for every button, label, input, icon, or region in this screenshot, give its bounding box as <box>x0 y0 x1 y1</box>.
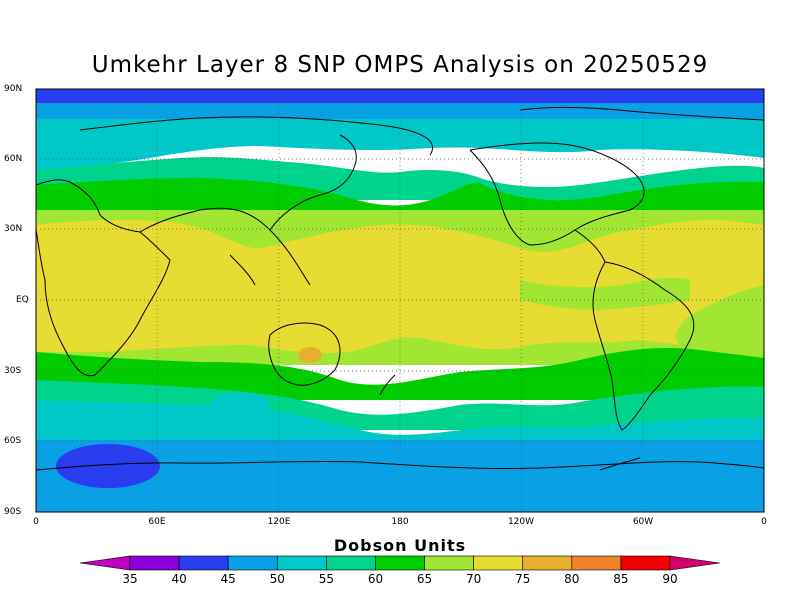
colorbar-tick-label: 70 <box>465 572 482 586</box>
lat-label-90n: 90N <box>4 84 23 94</box>
map-frame <box>35 88 765 513</box>
colorbar-tick-label: 35 <box>122 572 138 586</box>
lon-label-60w: 60W <box>632 517 654 527</box>
lat-label-eq: EQ <box>16 295 29 305</box>
colorbar-swatch <box>178 555 229 571</box>
colorbar-tick-label: 80 <box>564 572 580 586</box>
colorbar-tick-label: 85 <box>613 572 629 586</box>
colorbar-swatch <box>129 555 180 571</box>
lat-label-60s: 60S <box>4 436 22 446</box>
colorbar-swatch <box>326 555 376 571</box>
lon-label-120e: 120E <box>267 517 291 527</box>
colorbar-arrow-high <box>669 555 721 571</box>
colorbar-swatch <box>424 555 474 571</box>
colorbar-tick-label: 75 <box>515 572 531 586</box>
lon-label-0-east: 0 <box>761 517 767 527</box>
colorbar-swatch <box>375 555 425 571</box>
colorbar-tick-label: 40 <box>171 572 187 586</box>
coastlines <box>36 106 764 471</box>
colorbar-title: Dobson Units <box>333 536 467 555</box>
lat-label-30n: 30N <box>4 224 23 234</box>
lon-label-180: 180 <box>391 517 409 527</box>
colorbar-swatch <box>620 555 671 571</box>
colorbar-tick-label: 60 <box>367 572 384 586</box>
colorbar-tick-label: 45 <box>220 572 236 586</box>
lon-label-0: 0 <box>33 517 39 527</box>
ozone-field <box>36 89 764 512</box>
graticule <box>36 89 764 512</box>
lat-label-60n: 60N <box>4 154 23 164</box>
lon-label-60e: 60E <box>148 517 166 527</box>
colorbar-swatch <box>522 555 573 571</box>
map-title: Umkehr Layer 8 SNP OMPS Analysis on 2025… <box>91 52 709 78</box>
colorbar-swatch <box>571 555 622 571</box>
colorbar-swatch <box>473 555 524 571</box>
colorbar-tick-label: 90 <box>662 572 678 586</box>
colorbar-arrow-low <box>79 555 131 571</box>
colorbar-tick-label: 65 <box>416 572 433 586</box>
lon-label-120w: 120W <box>507 517 535 527</box>
lat-label-90s: 90S <box>4 507 22 517</box>
lat-label-30s: 30S <box>4 366 22 376</box>
colorbar <box>79 555 721 571</box>
colorbar-tick-label: 50 <box>269 572 285 586</box>
colorbar-swatch <box>276 555 327 571</box>
colorbar-swatch <box>227 555 278 571</box>
colorbar-tick-label: 55 <box>318 572 334 586</box>
